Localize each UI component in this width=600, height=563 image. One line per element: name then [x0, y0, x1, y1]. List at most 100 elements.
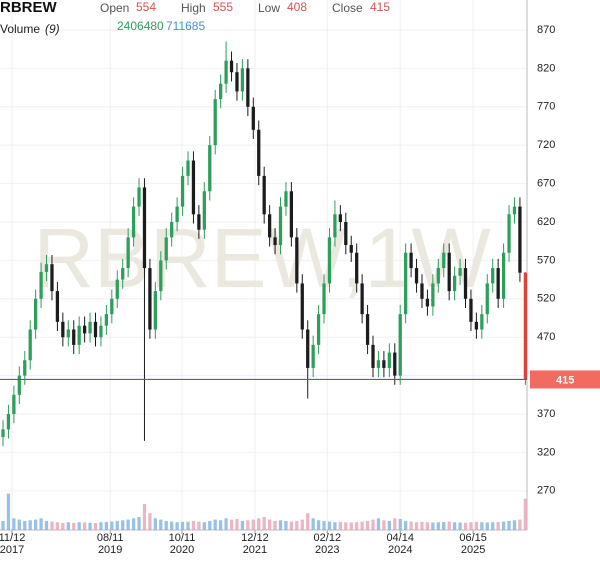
candle-body: [376, 360, 381, 368]
volume-bar: [420, 521, 424, 530]
volume-bar: [213, 519, 217, 530]
volume-bar: [137, 517, 141, 530]
volume-bar: [88, 522, 92, 530]
volume-bar: [235, 518, 239, 530]
volume-bar: [518, 519, 522, 530]
volume-bar: [501, 521, 506, 530]
candle-body: [452, 275, 457, 292]
x-tick-label: 10/11: [169, 532, 196, 544]
x-tick-year: 2023: [315, 544, 339, 556]
volume-bar: [273, 520, 277, 530]
volume-bar: [39, 518, 43, 530]
volume-bar: [371, 519, 375, 530]
volume-bar: [447, 521, 451, 530]
candle-body: [142, 187, 147, 269]
candle-body: [115, 279, 119, 299]
volume-bar: [99, 522, 103, 530]
price-tag: [530, 370, 600, 389]
volume-bar: [284, 520, 288, 530]
candle-body: [523, 272, 527, 380]
volume-bar: [398, 518, 402, 530]
volume-bar: [327, 521, 332, 530]
candle-body: [355, 252, 359, 284]
volume-bar: [485, 522, 489, 530]
volume-bar: [507, 520, 511, 530]
candle-body: [202, 191, 206, 230]
candle-body: [442, 252, 446, 269]
volume-bar: [202, 522, 206, 530]
candle-body: [126, 237, 130, 269]
candle-body: [360, 283, 364, 315]
candle-body: [338, 214, 342, 222]
candle-body: [229, 60, 234, 73]
volume-bar: [365, 520, 370, 530]
y-tick-label: 820: [537, 62, 555, 74]
plot-background: [0, 0, 527, 530]
high-value: 555: [213, 0, 233, 14]
candle-body: [267, 214, 272, 238]
candle-body: [6, 414, 11, 430]
volume-bar: [436, 522, 440, 530]
volume-bar: [12, 518, 16, 530]
y-tick-label: 570: [537, 254, 555, 266]
y-tick-label: 320: [537, 446, 555, 458]
candle-body: [240, 68, 245, 92]
candle-body: [246, 68, 250, 107]
candle-body: [295, 237, 299, 284]
y-tick-label: 270: [537, 485, 555, 497]
candle-body: [262, 175, 266, 215]
candle-body: [175, 206, 179, 222]
volume-bar: [77, 522, 81, 530]
candle-body: [398, 314, 402, 376]
volume-bar: [344, 522, 348, 530]
candle-body: [34, 298, 38, 330]
volume-bar: [142, 504, 147, 530]
candle-body: [1, 429, 5, 438]
candle-body: [148, 268, 152, 330]
volume-bar: [148, 513, 152, 530]
volume-bar: [17, 519, 21, 530]
open-value: 554: [136, 0, 156, 14]
candle-body: [93, 321, 98, 338]
volume-bar: [409, 521, 413, 530]
candle-body: [382, 360, 386, 368]
volume-bar: [322, 520, 326, 530]
volume-bar: [404, 520, 408, 530]
volume-bar: [251, 519, 255, 530]
volume-bar: [240, 520, 245, 530]
symbol: RBREW: [0, 0, 58, 16]
volume-bar: [257, 518, 261, 530]
candle-body: [289, 191, 294, 238]
volume-bar: [66, 522, 70, 530]
volume-bar: [28, 520, 32, 530]
candle-body: [480, 314, 484, 330]
candle-body: [99, 325, 103, 338]
x-tick-year: 2020: [170, 544, 194, 556]
candle-body: [186, 160, 190, 176]
watermark: RBREW,1W: [33, 211, 490, 305]
volume-bar: [480, 522, 484, 530]
volume-bar: [50, 521, 54, 530]
candle-body: [365, 314, 370, 345]
y-tick-label: 770: [537, 101, 555, 113]
candle-body: [349, 245, 353, 253]
volume-bar: [229, 519, 234, 530]
volume-bar: [164, 520, 168, 530]
candle-body: [17, 375, 21, 395]
volume-bar: [463, 522, 468, 530]
volume-bar: [512, 520, 517, 530]
candle-body: [420, 283, 424, 299]
candle-body: [327, 237, 332, 284]
volume-bar: [246, 520, 250, 530]
volume-bar: [452, 522, 457, 530]
volume-bar: [197, 521, 201, 530]
volume-bar: [131, 518, 136, 530]
volume-bar: [349, 522, 353, 530]
volume-bar: [387, 520, 391, 530]
volume-bar: [61, 522, 65, 530]
candle-body: [235, 72, 239, 92]
candle-body: [23, 360, 27, 376]
candle-body: [219, 83, 223, 100]
candle-body: [224, 60, 228, 84]
